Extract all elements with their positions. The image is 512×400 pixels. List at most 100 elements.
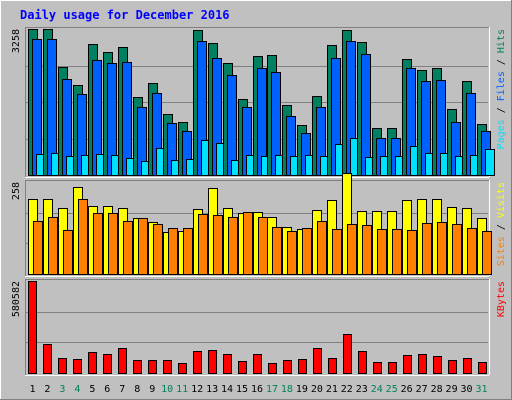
bar-sites-day-23 bbox=[362, 225, 372, 275]
legend-text: Visits bbox=[496, 182, 507, 218]
bar-sites-day-3 bbox=[63, 230, 73, 275]
x-tick-label-day-26: 26 bbox=[401, 384, 413, 395]
x-tick-label-day-9: 9 bbox=[149, 384, 155, 395]
x-tick-label-day-24: 24 bbox=[371, 384, 383, 395]
bar-kbytes-day-11 bbox=[178, 363, 187, 374]
chart-panels: 3258 Pages / Files / Hits 258 Sites / Visit… bbox=[11, 27, 507, 376]
x-tick-label-day-12: 12 bbox=[191, 384, 203, 395]
legend-text: Pages bbox=[496, 119, 507, 149]
legend-text: Files bbox=[496, 71, 507, 101]
bar-sites-day-19 bbox=[302, 228, 312, 275]
bar-kbytes-day-3 bbox=[58, 358, 67, 374]
bar-kbytes-day-20 bbox=[313, 348, 322, 374]
x-tick-label-day-15: 15 bbox=[236, 384, 248, 395]
x-tick-label-day-14: 14 bbox=[221, 384, 233, 395]
legend-text: / bbox=[496, 101, 507, 119]
bar-kbytes-day-12 bbox=[193, 351, 202, 374]
x-tick-label-day-11: 11 bbox=[176, 384, 188, 395]
bar-sites-day-10 bbox=[168, 228, 178, 275]
chart-panel-3: 580582 KBytes bbox=[11, 279, 507, 376]
bar-sites-day-20 bbox=[317, 221, 327, 275]
bar-kbytes-day-30 bbox=[463, 358, 472, 374]
bar-sites-day-16 bbox=[258, 217, 268, 275]
bar-sites-day-28 bbox=[437, 222, 447, 275]
series-legend-label: Pages / Files / Hits bbox=[496, 29, 507, 149]
bar-sites-day-25 bbox=[392, 229, 402, 275]
bar-kbytes-day-21 bbox=[328, 358, 337, 374]
chart-title: Daily usage for December 2016 bbox=[20, 8, 230, 22]
chart-panel-1: 3258 Pages / Files / Hits bbox=[11, 27, 507, 178]
bar-kbytes-day-2 bbox=[43, 344, 52, 374]
bar-kbytes-day-14 bbox=[223, 354, 232, 374]
bar-kbytes-day-1 bbox=[28, 281, 37, 374]
x-tick-label-day-7: 7 bbox=[119, 384, 125, 395]
x-tick-label-day-2: 2 bbox=[44, 384, 50, 395]
bar-sites-day-21 bbox=[332, 229, 342, 275]
bar-pages-day-31 bbox=[485, 149, 495, 176]
bar-sites-day-7 bbox=[123, 221, 133, 275]
x-tick-label-day-3: 3 bbox=[59, 384, 65, 395]
series-legend-label: KBytes bbox=[496, 281, 507, 317]
bar-kbytes-day-10 bbox=[163, 360, 172, 374]
x-tick-label-day-6: 6 bbox=[104, 384, 110, 395]
y-axis-max-label: 258 bbox=[11, 182, 22, 200]
bar-sites-day-14 bbox=[228, 217, 238, 275]
bar-kbytes-day-18 bbox=[283, 360, 292, 374]
x-axis-day-labels: 1 2 3 4 5 6 7 8 9 10 11 12 13 14 15 16 17 18 19 20 21 22 23 24 2… bbox=[29, 384, 487, 395]
x-tick-label-day-28: 28 bbox=[431, 384, 443, 395]
bar-kbytes-day-26 bbox=[403, 355, 412, 374]
bar-sites-day-31 bbox=[482, 231, 492, 275]
bar-kbytes-day-24 bbox=[373, 362, 382, 374]
x-tick-label-day-1: 1 bbox=[29, 384, 35, 395]
bar-kbytes-day-16 bbox=[253, 354, 262, 374]
bar-sites-day-1 bbox=[33, 221, 43, 275]
bar-sites-day-30 bbox=[467, 228, 477, 275]
bar-kbytes-day-7 bbox=[118, 348, 127, 374]
x-tick-label-day-5: 5 bbox=[89, 384, 95, 395]
bar-sites-day-4 bbox=[78, 199, 88, 275]
legend-text: Sites bbox=[496, 236, 507, 266]
bar-sites-day-18 bbox=[287, 231, 297, 275]
x-tick-label-day-17: 17 bbox=[266, 384, 278, 395]
bar-kbytes-day-5 bbox=[88, 352, 97, 374]
x-tick-label-day-23: 23 bbox=[356, 384, 368, 395]
bar-sites-day-27 bbox=[422, 223, 432, 275]
bar-kbytes-day-25 bbox=[388, 362, 397, 374]
series-legend-label: Sites / Visits bbox=[496, 182, 507, 266]
y-axis-max-label: 3258 bbox=[11, 29, 22, 53]
bar-sites-day-2 bbox=[48, 217, 58, 275]
bar-kbytes-day-28 bbox=[433, 356, 442, 374]
bar-kbytes-day-29 bbox=[448, 360, 457, 374]
x-tick-label-day-19: 19 bbox=[296, 384, 308, 395]
x-tick-label-day-29: 29 bbox=[446, 384, 458, 395]
legend-text: Hits bbox=[496, 29, 507, 53]
bar-kbytes-day-17 bbox=[268, 363, 277, 374]
legend-text: / bbox=[496, 53, 507, 71]
y-axis-max-label: 580582 bbox=[11, 281, 22, 317]
bar-kbytes-day-15 bbox=[238, 361, 247, 374]
x-tick-label-day-31: 31 bbox=[475, 384, 487, 395]
bar-sites-day-15 bbox=[243, 212, 253, 275]
bar-sites-day-22 bbox=[347, 224, 357, 275]
bar-kbytes-day-23 bbox=[358, 351, 367, 374]
x-tick-label-day-20: 20 bbox=[311, 384, 323, 395]
bar-sites-day-26 bbox=[407, 230, 417, 275]
x-tick-label-day-21: 21 bbox=[326, 384, 338, 395]
bar-kbytes-day-6 bbox=[103, 354, 112, 374]
bar-sites-day-9 bbox=[153, 224, 163, 275]
bar-sites-day-5 bbox=[93, 213, 103, 275]
x-tick-label-day-18: 18 bbox=[281, 384, 293, 395]
legend-text: / bbox=[496, 218, 507, 236]
x-tick-label-day-4: 4 bbox=[74, 384, 80, 395]
bar-sites-day-17 bbox=[272, 227, 282, 275]
x-tick-label-day-22: 22 bbox=[341, 384, 353, 395]
bar-kbytes-day-8 bbox=[133, 360, 142, 374]
bar-kbytes-day-4 bbox=[73, 359, 82, 374]
x-tick-label-day-8: 8 bbox=[134, 384, 140, 395]
bar-kbytes-day-27 bbox=[418, 354, 427, 374]
x-tick-label-day-25: 25 bbox=[386, 384, 398, 395]
bar-sites-day-11 bbox=[183, 228, 193, 275]
bar-kbytes-day-13 bbox=[208, 350, 217, 374]
bar-sites-day-8 bbox=[138, 218, 148, 275]
